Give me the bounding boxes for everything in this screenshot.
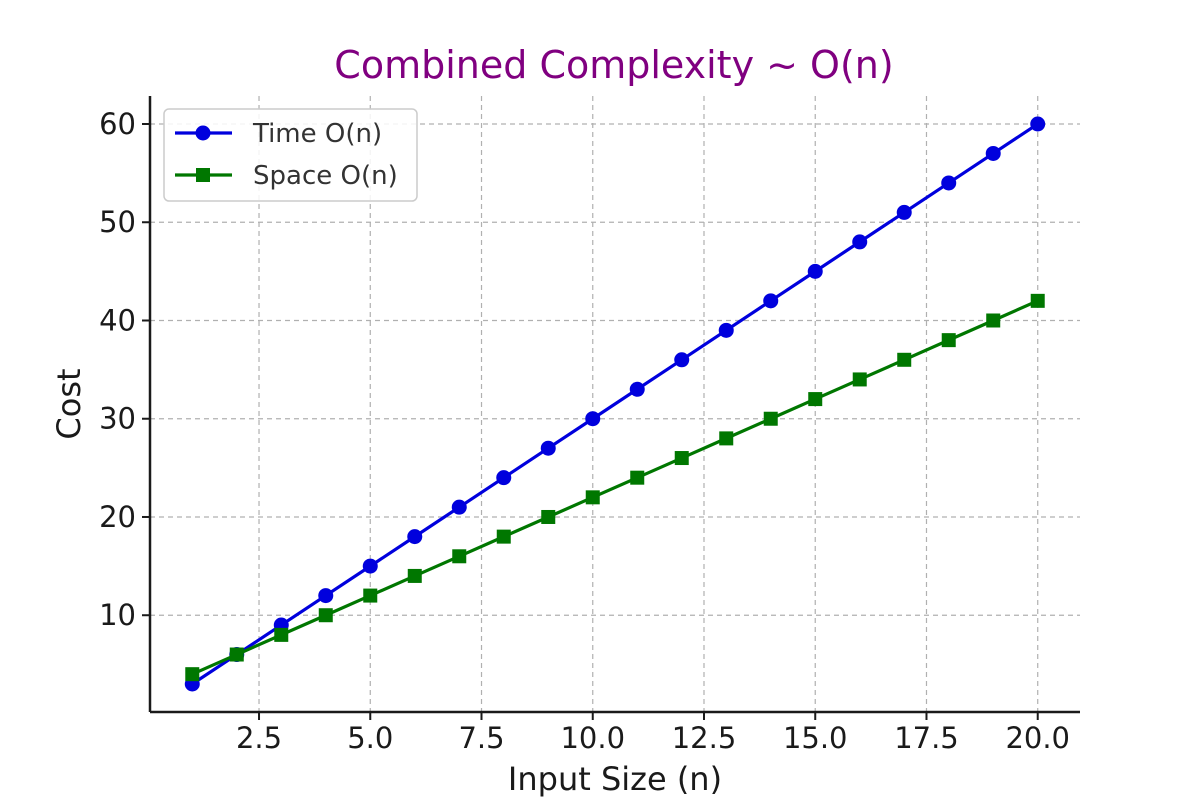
data-point	[896, 204, 912, 220]
data-point	[496, 529, 511, 544]
data-point	[719, 431, 734, 446]
legend-marker	[196, 168, 210, 182]
series	[184, 116, 1046, 692]
legend-label: Time O(n)	[252, 119, 382, 149]
y-tick-label: 40	[99, 303, 136, 337]
data-point	[541, 509, 556, 524]
data-point	[763, 411, 778, 426]
y-tick-label: 30	[99, 402, 136, 436]
data-point	[452, 549, 467, 564]
data-point	[318, 608, 333, 623]
x-tick-label: 5.0	[347, 721, 393, 755]
x-tick-label: 20.0	[1005, 721, 1070, 755]
data-point	[407, 529, 423, 545]
data-point	[363, 588, 378, 603]
series-line	[191, 299, 1039, 676]
data-point	[852, 234, 868, 250]
data-point	[985, 145, 1001, 161]
data-point	[585, 490, 600, 505]
data-point	[807, 263, 823, 279]
y-tick-label: 50	[99, 205, 136, 239]
x-tick-label: 7.5	[458, 721, 504, 755]
legend: Time O(n) Space O(n)	[163, 108, 418, 202]
y-axis-label: Cost	[50, 368, 88, 439]
data-point	[1030, 293, 1045, 308]
data-point	[674, 352, 690, 368]
x-tick-label: 17.5	[894, 721, 959, 755]
series-time	[184, 116, 1046, 692]
data-point	[318, 588, 334, 604]
x-tick-label: 12.5	[672, 721, 737, 755]
data-point	[362, 558, 378, 574]
series-space	[185, 293, 1045, 682]
y-tick-label: 20	[99, 500, 136, 534]
data-point	[986, 313, 1001, 328]
data-point	[496, 470, 512, 486]
x-axis-label: Input Size (n)	[508, 760, 722, 798]
y-tick-label: 10	[99, 598, 136, 632]
data-point	[185, 667, 200, 682]
data-point	[852, 372, 867, 387]
chart-title: Combined Complexity ~ O(n)	[334, 43, 893, 87]
x-tick-label: 15.0	[783, 721, 848, 755]
data-point	[229, 647, 244, 662]
data-point	[451, 499, 467, 515]
axes	[148, 96, 1080, 714]
x-tick-label: 2.5	[236, 721, 282, 755]
data-point	[1030, 116, 1046, 132]
ticks: 2.5 5.0 7.5 10.0 12.5 15.0 17.5 20.0 10 20 30 40 50 6…	[99, 107, 1070, 755]
data-point	[763, 293, 779, 309]
data-point	[718, 322, 734, 338]
series-line	[191, 122, 1039, 686]
data-point	[808, 392, 823, 407]
data-point	[897, 352, 912, 367]
data-point	[630, 470, 645, 485]
x-tick-label: 10.0	[560, 721, 625, 755]
data-point	[585, 411, 601, 427]
data-point	[674, 451, 689, 466]
data-point	[941, 175, 957, 191]
y-tick-label: 60	[99, 107, 136, 141]
legend-label: Space O(n)	[253, 161, 398, 191]
data-point	[407, 568, 422, 583]
data-point	[941, 333, 956, 348]
data-point	[629, 381, 645, 397]
data-point	[540, 440, 556, 456]
data-point	[274, 627, 289, 642]
legend-marker	[195, 125, 211, 141]
